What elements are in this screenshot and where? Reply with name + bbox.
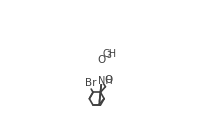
Text: O: O <box>97 55 105 65</box>
Text: NH: NH <box>98 75 112 85</box>
Text: O: O <box>103 74 112 84</box>
Text: Br: Br <box>84 78 96 87</box>
Text: CH: CH <box>102 48 116 58</box>
Text: 3: 3 <box>106 50 111 59</box>
